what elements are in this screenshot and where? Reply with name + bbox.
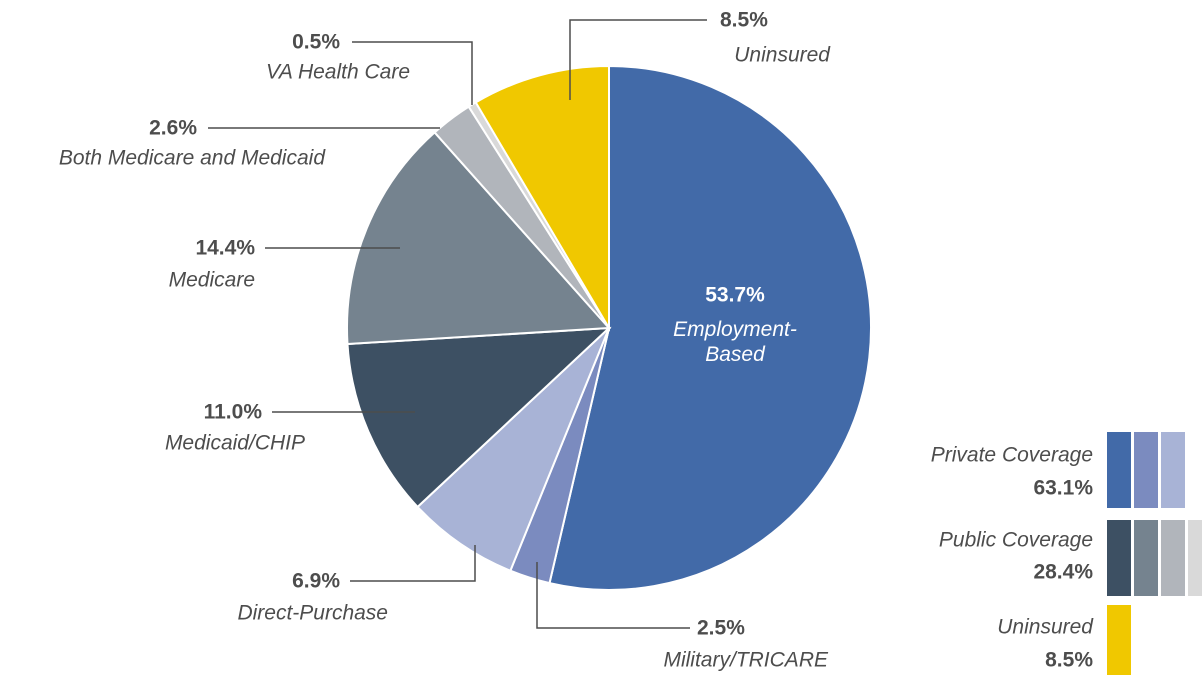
leader-line	[352, 41, 473, 105]
slice-label: VA Health Care	[266, 60, 410, 84]
legend-label: Uninsured	[997, 615, 1093, 639]
slice-label: Uninsured	[734, 43, 830, 67]
legend-swatch	[1134, 432, 1158, 508]
slice-label: Direct-Purchase	[237, 601, 388, 625]
legend-swatch	[1107, 605, 1131, 675]
legend-swatch	[1107, 432, 1131, 508]
slice-value-label: 6.9%	[292, 569, 340, 593]
slice-value-label: 53.7%	[705, 283, 765, 307]
legend-swatch	[1134, 520, 1158, 596]
slice-value-label: 11.0%	[203, 400, 262, 424]
pie-slice	[474, 64, 610, 332]
leader-line	[350, 545, 476, 582]
pie-slice	[346, 326, 612, 509]
slice-value-label: 2.5%	[697, 616, 745, 640]
slice-label: Employment-Based	[673, 317, 797, 366]
legend-label: Public Coverage	[938, 528, 1093, 552]
slice-value-label: 8.5%	[720, 8, 768, 32]
slice-value-label: 2.6%	[149, 116, 197, 140]
pie-slice	[416, 327, 610, 573]
legend-swatch	[1188, 520, 1202, 596]
pie-slice	[346, 131, 612, 346]
slice-value-label: 14.4%	[195, 236, 255, 260]
legend-swatch	[1161, 432, 1185, 508]
legend-value: 63.1%	[1033, 476, 1093, 500]
slice-label: Military/TRICARE	[663, 648, 828, 672]
slice-value-label: 0.5%	[292, 30, 340, 54]
legend-value: 28.4%	[1033, 560, 1093, 584]
pie-slice	[548, 64, 872, 591]
legend-swatch	[1107, 520, 1131, 596]
leader-line	[569, 19, 707, 100]
legend-swatch	[1161, 520, 1185, 596]
leader-line	[536, 562, 690, 629]
legend-value: 8.5%	[1045, 648, 1093, 672]
slice-label: Both Medicare and Medicaid	[58, 146, 325, 170]
slice-label: Medicare	[168, 268, 255, 292]
legend-label: Private Coverage	[930, 443, 1093, 467]
slice-label: Medicaid/CHIP	[164, 431, 305, 455]
